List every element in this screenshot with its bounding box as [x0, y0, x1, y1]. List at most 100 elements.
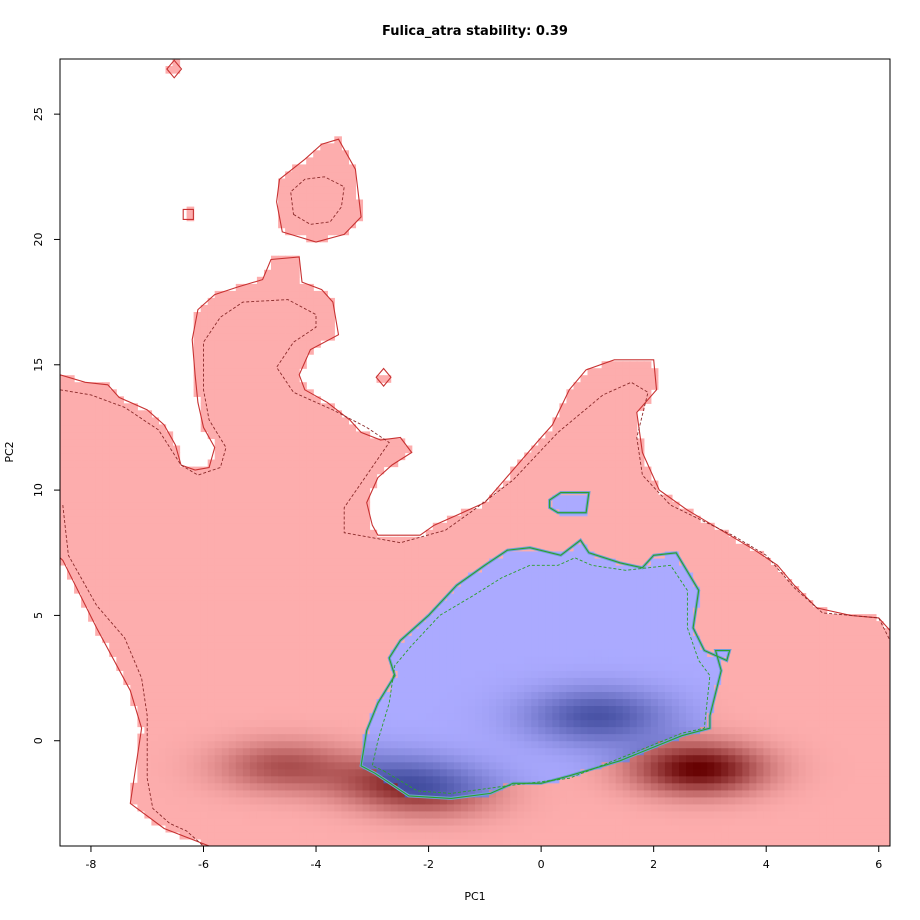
density-cell	[643, 754, 652, 763]
density-cell	[510, 740, 518, 749]
density-cell	[221, 480, 230, 489]
density-cell	[608, 670, 617, 678]
density-cell	[608, 712, 617, 721]
density-cell	[510, 747, 518, 756]
density-cell	[594, 445, 603, 454]
density-cell	[453, 557, 462, 566]
density-cell	[383, 663, 392, 671]
density-cell	[517, 564, 525, 573]
density-cell	[327, 459, 335, 468]
density-cell	[559, 705, 568, 714]
density-cell	[418, 628, 427, 636]
density-cell	[580, 656, 589, 664]
density-cell	[214, 424, 223, 433]
density-cell	[615, 663, 624, 671]
density-cell	[615, 452, 624, 461]
density-cell	[383, 782, 392, 791]
density-cell	[418, 796, 427, 805]
density-cell	[615, 480, 624, 489]
density-cell	[348, 621, 357, 629]
density-cell	[594, 586, 603, 594]
density-cell	[144, 501, 153, 510]
density-cell	[193, 642, 202, 650]
density-cell	[327, 740, 335, 749]
density-cell	[123, 642, 131, 650]
density-cell	[404, 607, 413, 615]
density-cell	[411, 740, 420, 749]
density-cell	[221, 459, 230, 468]
density-cell	[214, 607, 223, 615]
density-cell	[334, 684, 342, 693]
density-cell	[109, 508, 117, 517]
density-cell	[81, 417, 89, 426]
density-cell	[580, 452, 589, 461]
density-cell	[383, 607, 392, 615]
density-cell	[207, 607, 216, 615]
density-cell	[629, 389, 638, 397]
density-cell	[629, 396, 638, 404]
density-cell	[109, 593, 117, 601]
density-cell	[418, 691, 427, 700]
density-cell	[200, 557, 209, 566]
density-cell	[503, 522, 511, 531]
density-cell	[313, 438, 321, 447]
density-cell	[615, 382, 624, 390]
density-cell	[193, 782, 202, 791]
density-cell	[256, 607, 265, 615]
density-cell	[552, 656, 561, 664]
density-cell	[566, 677, 575, 686]
density-cell	[538, 473, 546, 482]
density-cell	[468, 698, 476, 707]
density-cell	[453, 572, 462, 580]
density-cell	[460, 628, 469, 636]
density-cell	[482, 782, 490, 791]
density-cell	[109, 487, 117, 496]
density-cell	[292, 368, 300, 376]
density-cell	[517, 747, 525, 756]
density-cell	[249, 536, 258, 545]
density-cell	[249, 375, 258, 383]
density-cell	[249, 487, 258, 496]
density-cell	[566, 642, 575, 650]
density-cell	[221, 712, 230, 721]
density-cell	[468, 796, 476, 805]
density-cell	[489, 712, 497, 721]
density-cell	[460, 564, 469, 573]
density-cell	[587, 389, 596, 397]
density-cell	[172, 677, 181, 686]
density-cell	[306, 586, 314, 594]
density-cell	[221, 312, 230, 320]
density-cell	[102, 543, 110, 552]
density-cell	[622, 459, 631, 468]
density-cell	[102, 382, 110, 390]
density-cell	[74, 459, 82, 468]
density-cell	[102, 579, 110, 587]
density-cell	[278, 670, 286, 678]
density-cell	[531, 628, 539, 636]
density-cell	[404, 789, 413, 798]
density-cell	[524, 803, 532, 812]
density-cell	[102, 621, 110, 629]
density-cell	[264, 712, 272, 721]
density-cell	[214, 445, 223, 454]
density-cell	[594, 621, 603, 629]
density-cell	[102, 445, 110, 454]
density-cell	[453, 656, 462, 664]
density-cell	[496, 670, 504, 678]
density-cell	[214, 726, 223, 735]
density-cell	[636, 698, 645, 707]
density-cell	[200, 733, 209, 742]
density-cell	[221, 354, 230, 362]
density-cell	[622, 839, 631, 846]
density-cell	[221, 396, 230, 404]
density-cell	[123, 649, 131, 657]
density-cell	[320, 628, 328, 636]
density-cell	[306, 487, 314, 496]
density-cell	[468, 705, 476, 714]
density-cell	[313, 614, 321, 622]
density-cell	[292, 326, 300, 334]
density-cell	[531, 824, 539, 833]
density-cell	[292, 375, 300, 383]
density-cell	[207, 564, 216, 573]
density-cell	[179, 663, 188, 671]
